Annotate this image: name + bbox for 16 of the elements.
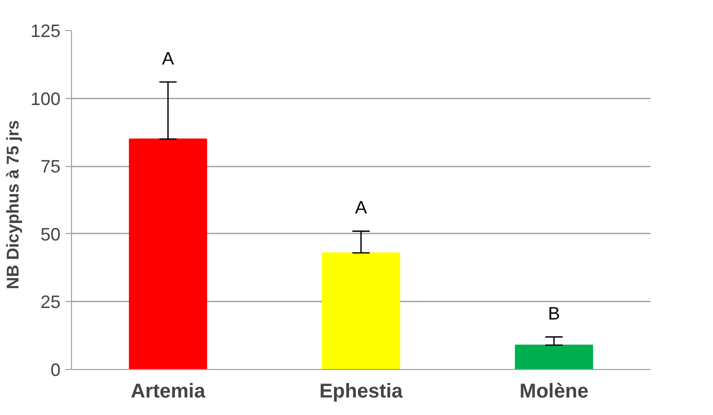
y-axis-title: NB Dicyphus à 75 jrs bbox=[3, 120, 22, 290]
y-tick-label: 100 bbox=[30, 88, 61, 109]
annotation: B bbox=[548, 303, 560, 324]
bar bbox=[514, 344, 594, 370]
annotation: A bbox=[162, 48, 174, 68]
y-tick-label: 75 bbox=[40, 156, 61, 177]
x-tick-label: Molène bbox=[520, 380, 588, 402]
x-tick-label: Ephestia bbox=[319, 380, 404, 402]
x-tick-label: Artemia bbox=[130, 380, 206, 402]
bar bbox=[128, 138, 208, 370]
y-tick-label: 25 bbox=[40, 292, 61, 312]
annotation: A bbox=[354, 198, 368, 218]
y-tick-label: 125 bbox=[30, 21, 61, 41]
bar bbox=[322, 252, 400, 370]
y-tick-label: 50 bbox=[40, 224, 61, 244]
y-tick-label: 0 bbox=[50, 360, 61, 380]
